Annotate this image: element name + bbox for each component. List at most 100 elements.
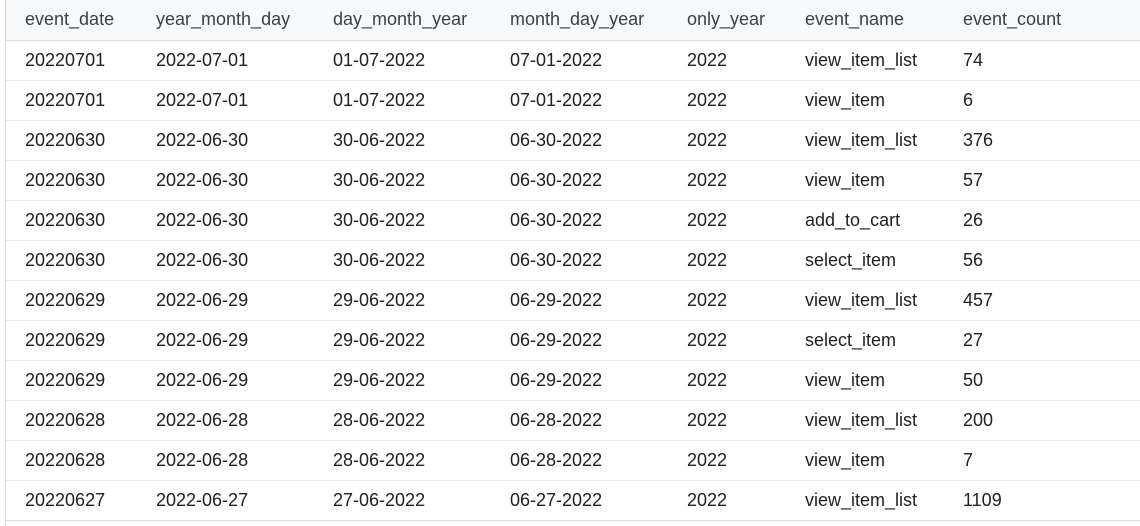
cell-event-date: 20220701 — [6, 80, 137, 121]
table-row[interactable]: 20220629 2022-06-29 29-06-2022 06-29-2022 20… — [6, 320, 1140, 361]
cell-event-name: select_item — [786, 240, 944, 281]
cell-year-month-day: 2022-06-30 — [137, 120, 314, 161]
cell-month-day-year: 06-30-2022 — [491, 240, 668, 281]
cell-event-count: 200 — [944, 400, 1140, 441]
cell-month-day-year: 06-30-2022 — [491, 120, 668, 161]
cell-day-month-year: 27-06-2022 — [314, 480, 491, 521]
cell-year-month-day: 2022-06-29 — [137, 280, 314, 321]
cell-event-date: 20220629 — [6, 320, 137, 361]
cell-only-year: 2022 — [668, 200, 786, 241]
cell-only-year: 2022 — [668, 440, 786, 481]
column-header-event-date[interactable]: event_date — [6, 0, 137, 41]
cell-day-month-year: 01-07-2022 — [314, 40, 491, 81]
cell-month-day-year: 07-01-2022 — [491, 40, 668, 81]
cell-event-count: 50 — [944, 360, 1140, 401]
cell-day-month-year: 01-07-2022 — [314, 80, 491, 121]
cell-event-name: view_item — [786, 80, 944, 121]
table-body: 20220701 2022-07-01 01-07-2022 07-01-2022 20… — [6, 40, 1140, 521]
column-header-day-month-year[interactable]: day_month_year — [314, 0, 491, 41]
cell-event-name: view_item — [786, 160, 944, 201]
cell-year-month-day: 2022-06-28 — [137, 400, 314, 441]
cell-year-month-day: 2022-06-30 — [137, 160, 314, 201]
cell-only-year: 2022 — [668, 280, 786, 321]
cell-event-date: 20220701 — [6, 40, 137, 81]
cell-event-name: view_item_list — [786, 480, 944, 521]
table-row[interactable]: 20220628 2022-06-28 28-06-2022 06-28-2022 20… — [6, 440, 1140, 481]
cell-year-month-day: 2022-06-29 — [137, 360, 314, 401]
cell-event-name: view_item_list — [786, 280, 944, 321]
left-border — [5, 0, 6, 526]
cell-day-month-year: 28-06-2022 — [314, 440, 491, 481]
cell-event-date: 20220630 — [6, 240, 137, 281]
cell-only-year: 2022 — [668, 160, 786, 201]
column-header-only-year[interactable]: only_year — [668, 0, 786, 41]
cell-event-name: view_item_list — [786, 120, 944, 161]
table-row[interactable]: 20220627 2022-06-27 27-06-2022 06-27-2022 20… — [6, 480, 1140, 521]
cell-month-day-year: 06-30-2022 — [491, 200, 668, 241]
cell-only-year: 2022 — [668, 400, 786, 441]
cell-month-day-year: 06-29-2022 — [491, 280, 668, 321]
cell-event-name: add_to_cart — [786, 200, 944, 241]
cell-day-month-year: 29-06-2022 — [314, 280, 491, 321]
cell-event-count: 27 — [944, 320, 1140, 361]
cell-event-count: 376 — [944, 120, 1140, 161]
column-header-event-name[interactable]: event_name — [786, 0, 944, 41]
cell-event-name: view_item_list — [786, 400, 944, 441]
cell-only-year: 2022 — [668, 320, 786, 361]
query-results-panel: event_date year_month_day day_month_year… — [6, 0, 1140, 521]
cell-month-day-year: 06-29-2022 — [491, 360, 668, 401]
cell-event-date: 20220629 — [6, 360, 137, 401]
table-row[interactable]: 20220701 2022-07-01 01-07-2022 07-01-2022 20… — [6, 80, 1140, 121]
cell-only-year: 2022 — [668, 40, 786, 81]
cell-event-count: 26 — [944, 200, 1140, 241]
cell-month-day-year: 06-30-2022 — [491, 160, 668, 201]
header-row: event_date year_month_day day_month_year… — [6, 0, 1140, 41]
table-row[interactable]: 20220629 2022-06-29 29-06-2022 06-29-2022 20… — [6, 280, 1140, 321]
table-row[interactable]: 20220701 2022-07-01 01-07-2022 07-01-2022 20… — [6, 40, 1140, 81]
cell-event-count: 57 — [944, 160, 1140, 201]
cell-day-month-year: 30-06-2022 — [314, 200, 491, 241]
table-row[interactable]: 20220630 2022-06-30 30-06-2022 06-30-2022 20… — [6, 200, 1140, 241]
cell-event-count: 6 — [944, 80, 1140, 121]
cell-month-day-year: 06-29-2022 — [491, 320, 668, 361]
column-header-year-month-day[interactable]: year_month_day — [137, 0, 314, 41]
cell-year-month-day: 2022-07-01 — [137, 40, 314, 81]
cell-day-month-year: 29-06-2022 — [314, 360, 491, 401]
cell-event-count: 457 — [944, 280, 1140, 321]
cell-only-year: 2022 — [668, 240, 786, 281]
cell-event-count: 7 — [944, 440, 1140, 481]
cell-year-month-day: 2022-06-30 — [137, 240, 314, 281]
cell-day-month-year: 28-06-2022 — [314, 400, 491, 441]
cell-event-date: 20220630 — [6, 200, 137, 241]
cell-event-name: view_item_list — [786, 40, 944, 81]
results-table: event_date year_month_day day_month_year… — [6, 0, 1140, 521]
column-header-month-day-year[interactable]: month_day_year — [491, 0, 668, 41]
cell-event-name: view_item — [786, 440, 944, 481]
table-row[interactable]: 20220630 2022-06-30 30-06-2022 06-30-2022 20… — [6, 240, 1140, 281]
cell-year-month-day: 2022-06-30 — [137, 200, 314, 241]
cell-event-count: 56 — [944, 240, 1140, 281]
cell-event-date: 20220627 — [6, 480, 137, 521]
cell-event-name: select_item — [786, 320, 944, 361]
cell-day-month-year: 30-06-2022 — [314, 240, 491, 281]
table-row[interactable]: 20220630 2022-06-30 30-06-2022 06-30-2022 20… — [6, 160, 1140, 201]
cell-event-date: 20220628 — [6, 440, 137, 481]
cell-year-month-day: 2022-06-29 — [137, 320, 314, 361]
cell-event-date: 20220628 — [6, 400, 137, 441]
cell-only-year: 2022 — [668, 360, 786, 401]
table-row[interactable]: 20220628 2022-06-28 28-06-2022 06-28-2022 20… — [6, 400, 1140, 441]
cell-event-date: 20220630 — [6, 120, 137, 161]
table-row[interactable]: 20220629 2022-06-29 29-06-2022 06-29-2022 20… — [6, 360, 1140, 401]
cell-year-month-day: 2022-06-27 — [137, 480, 314, 521]
cell-only-year: 2022 — [668, 120, 786, 161]
cell-day-month-year: 29-06-2022 — [314, 320, 491, 361]
cell-year-month-day: 2022-06-28 — [137, 440, 314, 481]
table-row[interactable]: 20220630 2022-06-30 30-06-2022 06-30-2022 20… — [6, 120, 1140, 161]
cell-day-month-year: 30-06-2022 — [314, 160, 491, 201]
cell-month-day-year: 06-27-2022 — [491, 480, 668, 521]
cell-event-count: 1109 — [944, 480, 1140, 521]
cell-event-date: 20220630 — [6, 160, 137, 201]
cell-year-month-day: 2022-07-01 — [137, 80, 314, 121]
column-header-event-count[interactable]: event_count — [944, 0, 1140, 41]
cell-only-year: 2022 — [668, 480, 786, 521]
